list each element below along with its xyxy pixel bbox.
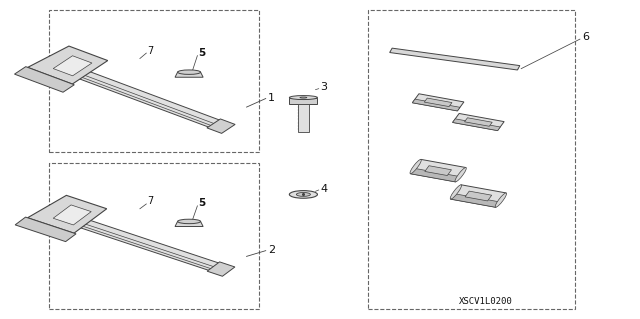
Polygon shape: [207, 119, 235, 133]
Ellipse shape: [495, 193, 506, 207]
Polygon shape: [175, 221, 203, 226]
Polygon shape: [15, 217, 76, 241]
Text: 3: 3: [320, 82, 327, 92]
Ellipse shape: [296, 193, 310, 196]
Text: 1: 1: [268, 93, 275, 103]
Polygon shape: [451, 185, 506, 207]
Polygon shape: [63, 215, 226, 273]
Text: 2: 2: [268, 245, 275, 255]
Polygon shape: [28, 46, 108, 84]
Polygon shape: [452, 119, 500, 130]
Ellipse shape: [177, 70, 200, 74]
Ellipse shape: [289, 191, 317, 198]
Ellipse shape: [289, 96, 317, 100]
Polygon shape: [410, 160, 466, 182]
Text: 5: 5: [198, 198, 205, 208]
Polygon shape: [175, 72, 203, 77]
Polygon shape: [62, 65, 227, 130]
Bar: [49, 163, 259, 309]
Polygon shape: [390, 48, 520, 70]
Ellipse shape: [300, 97, 307, 98]
Polygon shape: [465, 191, 492, 201]
Text: 7: 7: [148, 197, 154, 206]
Text: 6: 6: [582, 32, 589, 42]
Polygon shape: [207, 262, 235, 276]
Polygon shape: [289, 98, 317, 104]
Polygon shape: [298, 104, 308, 132]
Text: XSCV1L0200: XSCV1L0200: [459, 297, 513, 306]
Ellipse shape: [410, 160, 421, 174]
Polygon shape: [410, 168, 460, 182]
Ellipse shape: [455, 167, 467, 182]
Ellipse shape: [177, 219, 200, 224]
Bar: [368, 10, 575, 309]
Ellipse shape: [450, 185, 461, 199]
Polygon shape: [424, 98, 452, 107]
Polygon shape: [15, 67, 74, 92]
Polygon shape: [425, 166, 451, 175]
Polygon shape: [452, 114, 504, 130]
Polygon shape: [451, 194, 500, 207]
Text: 4: 4: [320, 184, 327, 194]
Text: 5: 5: [198, 48, 205, 58]
Polygon shape: [412, 99, 460, 111]
Polygon shape: [28, 195, 107, 233]
Polygon shape: [465, 118, 492, 126]
Polygon shape: [53, 205, 92, 225]
Text: 7: 7: [148, 46, 154, 56]
Polygon shape: [53, 56, 92, 76]
Polygon shape: [412, 94, 464, 111]
Bar: [49, 10, 259, 152]
